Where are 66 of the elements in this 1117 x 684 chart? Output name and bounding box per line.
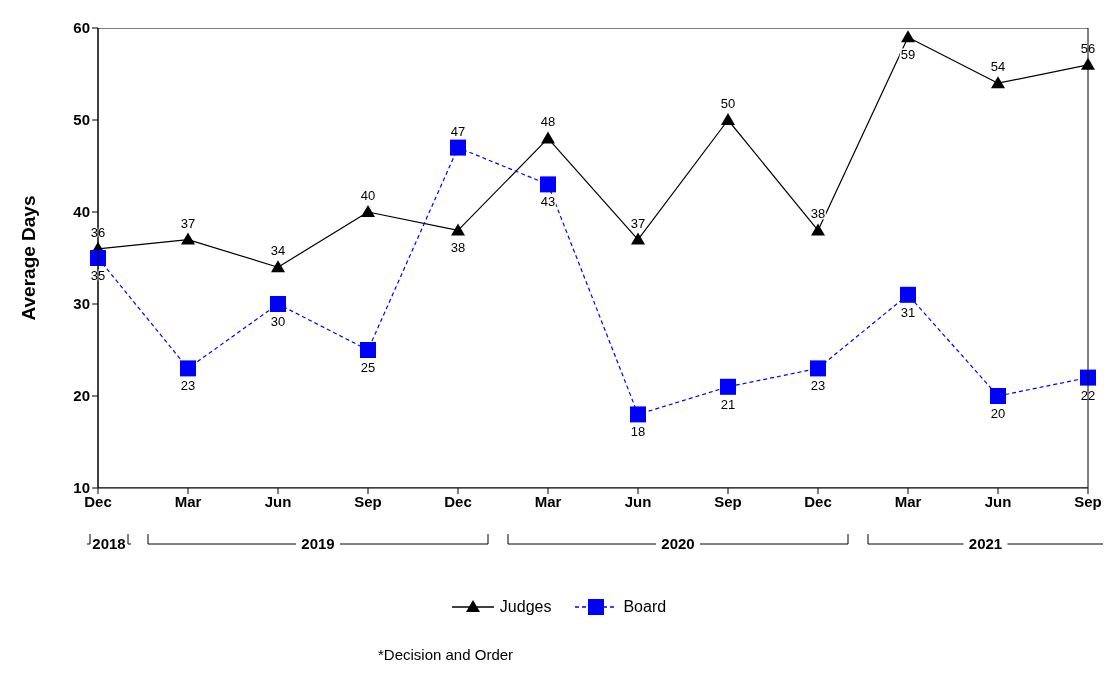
x-tick-label: Jun bbox=[984, 492, 1012, 510]
x-tick-label: Jun bbox=[624, 492, 652, 510]
point bbox=[901, 30, 915, 43]
text: 2020 bbox=[661, 535, 695, 552]
point bbox=[720, 378, 736, 395]
point bbox=[270, 296, 286, 312]
point bbox=[900, 286, 916, 303]
y-axis-title: Average Days bbox=[17, 195, 39, 321]
point bbox=[810, 360, 826, 377]
data-label: 22 bbox=[1080, 387, 1096, 403]
data-label: 18 bbox=[630, 424, 646, 440]
point bbox=[181, 232, 195, 245]
data-label: 37 bbox=[630, 215, 646, 231]
text: *Decision and Order bbox=[378, 646, 515, 663]
x-tick-label: Sep bbox=[1074, 492, 1102, 510]
point bbox=[271, 260, 285, 273]
x-tick-label: Mar bbox=[894, 492, 922, 510]
data-label: 31 bbox=[900, 304, 916, 320]
y-tick-label: 40 bbox=[73, 203, 90, 221]
data-label: 48 bbox=[540, 114, 556, 130]
data-label: 37 bbox=[180, 215, 196, 231]
point bbox=[721, 113, 735, 125]
x-tick-label: Dec bbox=[804, 492, 832, 510]
data-label: 23 bbox=[810, 378, 826, 394]
point bbox=[991, 76, 1005, 89]
data-label: 34 bbox=[270, 243, 286, 259]
y-tick-label: 60 bbox=[73, 19, 90, 37]
point bbox=[360, 342, 376, 358]
x-tick-label: Sep bbox=[714, 492, 742, 510]
data-label: 54 bbox=[990, 59, 1006, 75]
data-label: 21 bbox=[720, 396, 736, 412]
point bbox=[990, 388, 1006, 404]
data-label: 20 bbox=[990, 406, 1006, 421]
point bbox=[811, 223, 825, 236]
data-label: 38 bbox=[450, 240, 466, 256]
legend-label: Judges bbox=[499, 598, 552, 616]
y-tick-label: 50 bbox=[73, 111, 90, 129]
data-label: 50 bbox=[720, 96, 736, 111]
x-tick-label: Mar bbox=[534, 492, 562, 510]
data-label: 56 bbox=[1080, 40, 1096, 56]
data-label: 40 bbox=[360, 188, 376, 203]
y-tick-label: 30 bbox=[73, 295, 90, 313]
data-label: 25 bbox=[360, 360, 376, 375]
y-tick-label: 20 bbox=[73, 387, 90, 405]
data-label: 47 bbox=[450, 123, 466, 139]
point bbox=[450, 139, 466, 156]
point bbox=[630, 406, 646, 423]
data-label: 23 bbox=[180, 378, 196, 394]
x-tick-label: Sep bbox=[354, 492, 382, 510]
data-label: 38 bbox=[810, 206, 826, 222]
point bbox=[361, 205, 375, 217]
x-tick-label: Dec bbox=[444, 492, 472, 510]
text: 2018 bbox=[92, 535, 126, 552]
point bbox=[180, 360, 196, 377]
x-tick-label: Mar bbox=[174, 492, 202, 510]
data-label: 30 bbox=[270, 314, 286, 329]
data-label: 59 bbox=[900, 47, 916, 63]
point bbox=[631, 232, 645, 245]
point bbox=[451, 223, 465, 236]
text: 2019 bbox=[301, 535, 335, 552]
data-label: 43 bbox=[540, 194, 556, 210]
legend-label: Board bbox=[623, 598, 667, 616]
x-tick-label: Jun bbox=[264, 492, 292, 510]
text: 2021 bbox=[968, 535, 1003, 552]
point bbox=[540, 176, 556, 193]
point bbox=[541, 131, 555, 144]
